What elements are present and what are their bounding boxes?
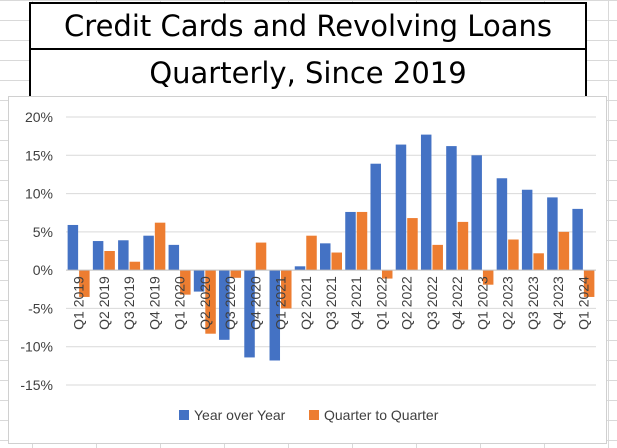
x-tick-label: Q2 2021	[298, 276, 314, 330]
x-tick-label: Q4 2020	[247, 276, 263, 330]
bar-quarter-to-quarter	[432, 244, 443, 271]
bar-quarter-to-quarter	[356, 211, 368, 271]
x-tick-label: Q2 2019	[96, 276, 112, 330]
x-tick-label: Q1 2024	[575, 276, 591, 330]
bar-quarter-to-quarter	[129, 261, 141, 271]
bar-quarter-to-quarter	[533, 253, 544, 271]
bar-year-over-year	[320, 243, 331, 271]
bar-year-over-year	[294, 266, 306, 271]
y-tick-label: 20%	[25, 109, 53, 125]
bar-year-over-year	[572, 208, 583, 271]
y-tick-label: 5%	[33, 224, 53, 240]
bar-year-over-year	[521, 189, 533, 271]
x-tick-label: Q1 2019	[71, 276, 87, 330]
bar-year-over-year	[92, 241, 104, 271]
legend-label-quarter-to-quarter: Quarter to Quarter	[324, 407, 439, 423]
y-tick-label: -10%	[20, 339, 53, 355]
y-tick-label: -15%	[20, 377, 53, 393]
bar-quarter-to-quarter	[407, 218, 418, 271]
x-tick-label: Q4 2023	[550, 276, 566, 330]
bar-quarter-to-quarter	[306, 235, 317, 271]
legend-label-year-over-year: Year over Year	[194, 407, 286, 423]
chart-title: Credit Cards and Revolving Loans	[29, 2, 587, 50]
bar-year-over-year	[168, 244, 180, 271]
x-tick-label: Q1 2023	[474, 276, 490, 330]
bar-year-over-year	[547, 197, 558, 271]
legend-swatch-year-over-year	[179, 410, 189, 420]
bar-chart: 20% 15% 10% 5% 0% -5% -10% -15% Q1 2019 Q2 2019 Q3…	[20, 109, 596, 423]
x-tick-label: Q3 2022	[424, 276, 440, 330]
x-tick-label: Q1 2021	[273, 276, 289, 330]
y-tick-label: 15%	[25, 147, 53, 163]
x-tick-label: Q3 2021	[323, 276, 339, 330]
bar-quarter-to-quarter	[230, 270, 242, 278]
bar-quarter-to-quarter	[79, 270, 90, 297]
bar-year-over-year	[118, 240, 129, 271]
bar-year-over-year	[395, 144, 407, 271]
bar-year-over-year	[269, 270, 281, 361]
x-tick-label: Q2 2022	[399, 276, 415, 330]
bar-quarter-to-quarter	[558, 231, 570, 271]
chart-subtitle: Quarterly, Since 2019	[29, 48, 587, 98]
bar-quarter-to-quarter	[381, 270, 393, 279]
bar-year-over-year	[420, 134, 432, 271]
bar-year-over-year	[219, 270, 230, 340]
bar-year-over-year	[244, 270, 255, 358]
bar-year-over-year	[193, 270, 205, 292]
bar-quarter-to-quarter	[583, 270, 595, 297]
y-tick-label: 10%	[25, 186, 53, 202]
bar-year-over-year	[345, 211, 356, 271]
x-tick-label: Q2 2023	[500, 276, 516, 330]
y-tick-label: 0%	[33, 262, 53, 278]
bar-year-over-year	[471, 155, 482, 271]
x-tick-label: Q2 2020	[197, 276, 213, 330]
bar-quarter-to-quarter	[104, 251, 115, 271]
bar-quarter-to-quarter	[180, 270, 191, 295]
x-tick-label: Q3 2020	[222, 276, 238, 330]
bar-year-over-year	[446, 146, 457, 271]
bar-quarter-to-quarter	[508, 239, 519, 271]
bar-year-over-year	[143, 235, 154, 271]
chart-area[interactable]: 20% 15% 10% 5% 0% -5% -10% -15% Q1 2019 Q2 2019 Q3…	[8, 96, 607, 444]
bar-quarter-to-quarter	[281, 270, 292, 309]
bar-quarter-to-quarter	[482, 270, 494, 285]
bar-year-over-year	[370, 163, 381, 271]
x-tick-label: Q4 2021	[348, 276, 364, 330]
x-tick-label: Q3 2023	[525, 276, 541, 330]
bar-quarter-to-quarter	[331, 252, 342, 271]
x-tick-label: Q1 2020	[172, 276, 188, 330]
bar-quarter-to-quarter	[154, 222, 166, 271]
bar-year-over-year	[67, 224, 79, 271]
x-tick-label: Q4 2022	[449, 276, 465, 330]
bar-year-over-year	[496, 178, 508, 271]
bar-quarter-to-quarter	[205, 270, 216, 334]
legend-swatch-quarter-to-quarter	[309, 410, 319, 420]
bar-quarter-to-quarter	[255, 242, 267, 271]
bar-quarter-to-quarter	[457, 221, 469, 271]
x-tick-label: Q1 2022	[373, 276, 389, 330]
x-tick-label: Q4 2019	[146, 276, 162, 330]
x-tick-label: Q3 2019	[121, 276, 137, 330]
y-tick-label: -5%	[28, 300, 53, 316]
